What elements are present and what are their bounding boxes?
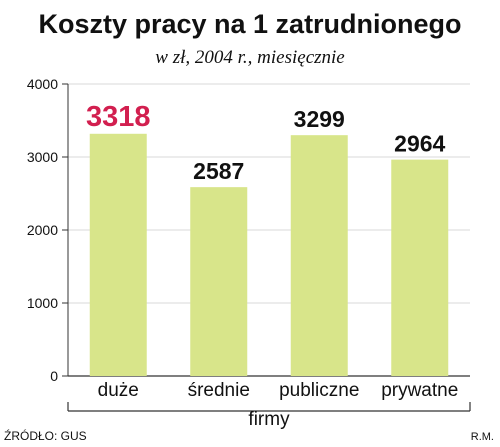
y-axis-tick-labels: 0 1000 2000 3000 4000	[27, 76, 58, 384]
bar-2	[290, 135, 348, 376]
bar-value-label-1: 2587	[193, 158, 244, 184]
category-labels: duże średnie publiczne prywatne	[98, 380, 459, 401]
chart-title: Koszty pracy na 1 zatrudnionego	[38, 9, 461, 39]
category-label-1: średnie	[188, 380, 250, 401]
y-tick-label: 3000	[27, 149, 58, 165]
bar-0	[89, 133, 147, 376]
category-label-3: prywatne	[381, 380, 458, 401]
y-tick-label: 1000	[27, 295, 58, 311]
bar-value-label-0: 3318	[86, 101, 151, 133]
y-tick-label: 2000	[27, 222, 58, 238]
bar-value-label-3: 2964	[394, 131, 445, 157]
value-labels: 3318 2587 3299 2964	[86, 101, 446, 184]
category-label-2: publiczne	[279, 380, 359, 401]
source-note: ŹRÓDŁO: GUS	[4, 428, 87, 443]
bar-value-label-2: 3299	[294, 106, 345, 132]
bar-1	[190, 187, 248, 376]
y-tick-label: 4000	[27, 76, 58, 92]
bar-3	[391, 159, 449, 376]
bars	[89, 133, 449, 376]
author-note: R.M.	[471, 431, 494, 443]
x-axis-title: firmy	[248, 409, 290, 430]
chart-subtitle: w zł, 2004 r., miesięcznie	[155, 47, 344, 68]
category-label-0: duże	[98, 380, 139, 401]
y-tick-label: 0	[50, 368, 58, 384]
